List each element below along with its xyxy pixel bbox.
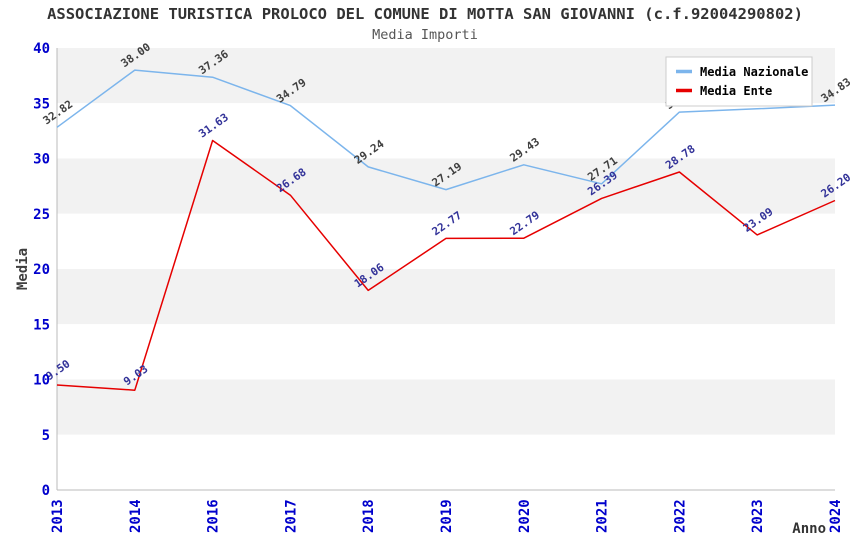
legend-label-media-nazionale: Media Nazionale: [700, 65, 808, 79]
plot-band: [57, 434, 835, 490]
x-tick-label: 2022: [672, 499, 688, 533]
plot-band: [57, 324, 835, 380]
y-tick-label: 15: [33, 317, 50, 333]
y-axis-title: Media: [15, 248, 31, 290]
y-tick-label: 5: [42, 428, 50, 444]
x-tick-label: 2023: [750, 499, 766, 533]
x-tick-label: 2014: [128, 499, 144, 533]
series-line-media-nazionale: [56, 69, 836, 191]
x-tick-label: 2013: [50, 499, 66, 533]
y-tick-label: 35: [33, 96, 50, 112]
plot-band: [57, 103, 835, 159]
x-tick-label: 2018: [361, 499, 377, 533]
y-tick-label: 20: [33, 262, 50, 278]
chart-subtitle: Media Importi: [372, 27, 478, 43]
chart-title: ASSOCIAZIONE TURISTICA PROLOCO DEL COMUN…: [47, 5, 803, 23]
x-tick-label: 2019: [439, 499, 455, 533]
x-tick-label: 2016: [206, 499, 222, 533]
plot-band: [57, 269, 835, 325]
series-line-media-ente: [56, 139, 836, 391]
y-tick-label: 10: [33, 373, 50, 389]
x-tick-label: 2017: [283, 499, 299, 533]
x-tick-label: 2024: [828, 499, 844, 533]
y-tick-label: 25: [33, 207, 50, 223]
y-tick-label: 40: [33, 41, 50, 57]
y-tick-label: 30: [33, 152, 50, 168]
legend-label-media-ente: Media Ente: [700, 84, 772, 98]
x-tick-label: 2021: [595, 499, 611, 533]
x-axis-title: Anno: [792, 521, 826, 537]
x-tick-label: 2020: [517, 499, 533, 533]
y-tick-label: 0: [42, 483, 50, 499]
plot-band: [57, 379, 835, 435]
plot-band: [57, 158, 835, 214]
legend-box: [665, 56, 813, 107]
